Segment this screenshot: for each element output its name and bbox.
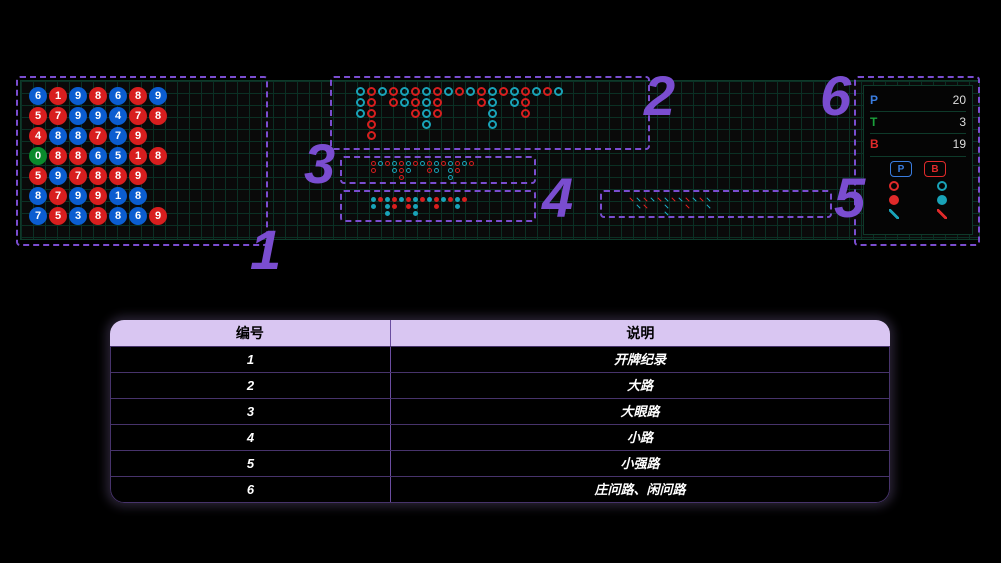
callout-number: 1 [250,222,281,278]
legend-desc: 大路 [391,373,889,398]
callout-3: 3 [340,156,536,184]
callout-1: 1 [16,76,268,246]
legend-header: 编号 说明 [110,320,890,346]
legend-row: 3大眼路 [110,398,890,424]
callout-number: 2 [644,68,675,124]
callout-5: 5 [600,190,832,218]
callout-4: 4 [340,190,536,222]
legend-desc: 庄问路、闲问路 [391,477,889,502]
callout-number: 6 [820,68,851,124]
legend-header-number: 编号 [110,320,391,346]
legend-desc: 小路 [391,425,889,450]
legend-id: 2 [111,373,391,398]
legend-desc: 开牌纪录 [391,347,889,372]
legend-id: 1 [111,347,391,372]
legend-id: 4 [111,425,391,450]
callout-number: 3 [304,136,335,192]
legend-id: 6 [111,477,391,502]
legend-row: 1开牌纪录 [110,346,890,372]
legend-header-desc: 说明 [391,320,890,346]
legend-desc: 小强路 [391,451,889,476]
callout-number: 4 [542,170,573,226]
legend-id: 3 [111,399,391,424]
callout-6: 6 [854,76,980,246]
legend-row: 4小路 [110,424,890,450]
legend-desc: 大眼路 [391,399,889,424]
legend-row: 5小强路 [110,450,890,476]
legend-row: 2大路 [110,372,890,398]
legend-row: 6庄问路、闲问路 [110,476,890,503]
legend-id: 5 [111,451,391,476]
callout-2: 2 [330,76,650,150]
legend-table: 编号 说明 1开牌纪录2大路3大眼路4小路5小强路6庄问路、闲问路 [110,320,890,503]
